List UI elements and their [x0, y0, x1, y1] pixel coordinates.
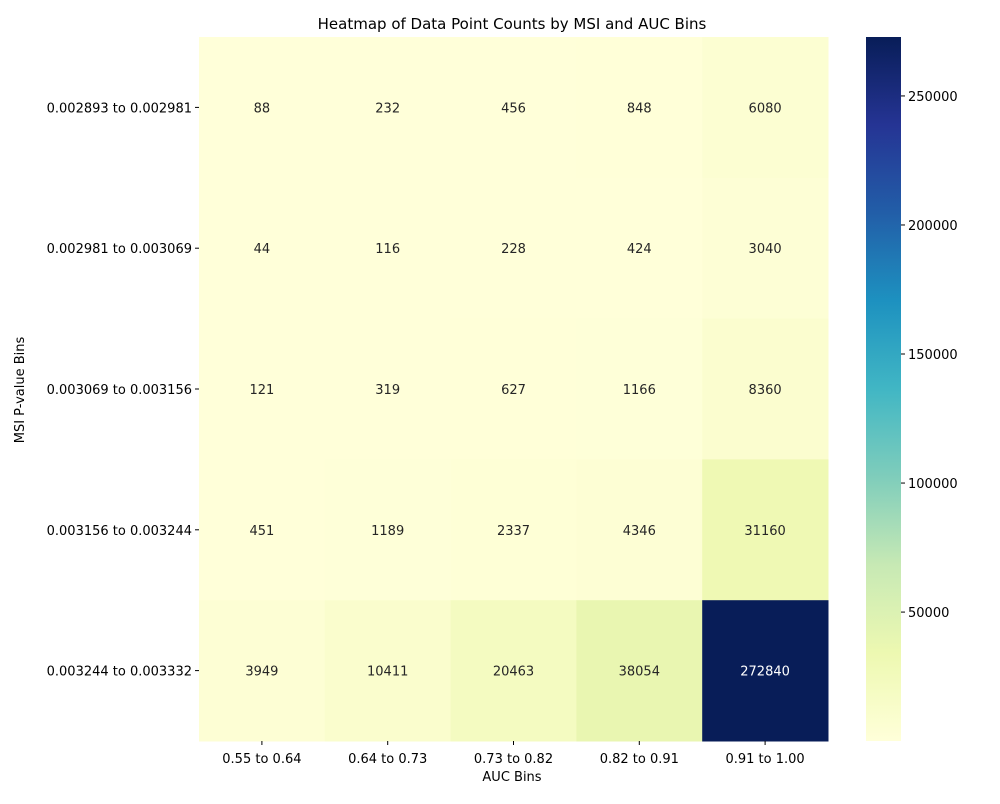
- y-tick-label: 0.002981 to 0.003069: [47, 242, 192, 257]
- x-tick-label: 0.64 to 0.73: [348, 752, 427, 767]
- cell-value-label: 10411: [367, 665, 408, 680]
- cell-value-label: 272840: [740, 665, 790, 680]
- x-tick-label: 0.82 to 0.91: [600, 752, 679, 767]
- heatmap-cell: [199, 459, 326, 601]
- cell-value-label: 1166: [623, 383, 656, 398]
- cell-value-label: 451: [249, 524, 274, 539]
- cell-value-label: 8360: [749, 383, 782, 398]
- heatmap-cell: [199, 37, 326, 179]
- heatmap-cell: [324, 600, 452, 742]
- cell-value-label: 2337: [497, 524, 530, 539]
- cell-value-label: 319: [375, 383, 400, 398]
- heatmap-cell: [576, 177, 703, 320]
- colorbar-gradient: [866, 37, 901, 741]
- heatmap-cell: [576, 459, 703, 601]
- cell-value-label: 3040: [749, 242, 782, 257]
- chart-title: Heatmap of Data Point Counts by MSI and …: [318, 15, 707, 33]
- cell-value-label: 88: [254, 101, 271, 116]
- heatmap-cell: [324, 318, 452, 460]
- colorbar-tick-label: 100000: [908, 477, 958, 492]
- heatmap-cells: 88 232 456 848 6080 44 116 228 424 3040 121 319 627 1…: [199, 37, 829, 742]
- heatmap-cell: [702, 177, 829, 320]
- y-tick-label: 0.003244 to 0.003332: [47, 665, 192, 680]
- heatmap-cell: [199, 600, 326, 742]
- heatmap-cell: [576, 600, 703, 742]
- cell-value-label: 228: [501, 242, 526, 257]
- y-tick-label: 0.002893 to 0.002981: [47, 101, 192, 116]
- cell-value-label: 121: [249, 383, 274, 398]
- heatmap-cell: [702, 459, 829, 601]
- x-tick-label: 0.73 to 0.82: [474, 752, 553, 767]
- x-axis-label: AUC Bins: [482, 770, 541, 785]
- y-tick-label: 0.003069 to 0.003156: [47, 383, 192, 398]
- x-axis: 0.55 to 0.64 0.64 to 0.73 0.73 to 0.82 0.82…: [222, 741, 805, 767]
- cell-value-label: 44: [254, 242, 271, 257]
- heatmap-cell: [702, 37, 829, 179]
- heatmap-cell: [576, 318, 703, 460]
- y-axis: 0.002893 to 0.002981 0.002981 to 0.003069…: [47, 101, 199, 680]
- x-tick-label: 0.91 to 1.00: [725, 752, 804, 767]
- heatmap-cell: [702, 600, 829, 742]
- cell-value-label: 456: [501, 101, 526, 116]
- heatmap-cell: [702, 318, 829, 460]
- y-tick-label: 0.003156 to 0.003244: [47, 524, 192, 539]
- colorbar-tick-label: 250000: [908, 90, 958, 105]
- cell-value-label: 1189: [371, 524, 404, 539]
- heatmap-cell: [450, 177, 577, 320]
- heatmap-cell: [576, 37, 703, 179]
- colorbar: 50000 100000 150000 200000 250000: [866, 37, 958, 741]
- heatmap-cell: [450, 600, 577, 742]
- x-tick-label: 0.55 to 0.64: [222, 752, 301, 767]
- y-axis-label: MSI P-value Bins: [13, 337, 28, 444]
- cell-value-label: 6080: [749, 101, 782, 116]
- cell-value-label: 31160: [744, 524, 785, 539]
- cell-value-label: 848: [627, 101, 652, 116]
- cell-value-label: 3949: [245, 665, 278, 680]
- colorbar-tick-label: 150000: [908, 348, 958, 363]
- heatmap-cell: [199, 318, 326, 460]
- heatmap-cell: [199, 177, 326, 320]
- cell-value-label: 20463: [493, 665, 534, 680]
- cell-value-label: 38054: [619, 665, 660, 680]
- heatmap-cell: [450, 459, 577, 601]
- cell-value-label: 116: [375, 242, 400, 257]
- cell-value-label: 627: [501, 383, 526, 398]
- colorbar-tick-label: 50000: [908, 606, 949, 621]
- cell-value-label: 424: [627, 242, 652, 257]
- heatmap-cell: [324, 177, 452, 320]
- heatmap-cell: [324, 459, 452, 601]
- cell-value-label: 4346: [623, 524, 656, 539]
- heatmap-cell: [324, 37, 452, 179]
- heatmap-cell: [450, 37, 577, 179]
- colorbar-tick-label: 200000: [908, 219, 958, 234]
- heatmap-cell: [450, 318, 577, 460]
- cell-value-label: 232: [375, 101, 400, 116]
